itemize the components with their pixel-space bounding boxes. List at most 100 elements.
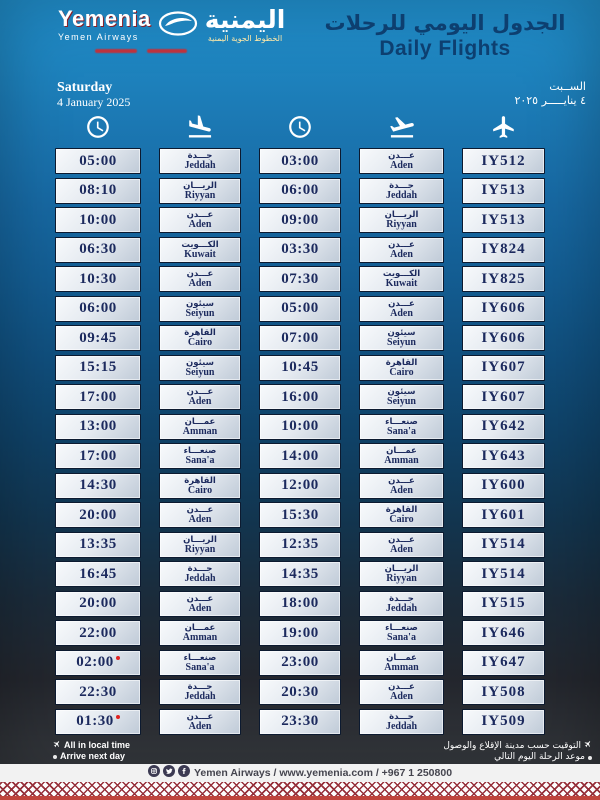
arrival-city-cell: جـــدة Jeddah xyxy=(159,148,241,174)
city-name-english: Sana'a xyxy=(387,425,416,437)
column-header-icons xyxy=(55,112,545,146)
arrival-time-cell: 10:00 xyxy=(55,207,141,233)
city-name-english: Kuwait xyxy=(385,278,418,289)
departure-city-cell: جـــدة Jeddah xyxy=(359,708,444,735)
flight-number-cell: IY512 xyxy=(462,148,545,174)
table-row: 14:30 القاهرة Cairo 12:00 عـــدن Aden IY600 xyxy=(55,472,545,499)
table-row: 10:00 عـــدن Aden 09:00 الريـــان Riyyan IY513 xyxy=(55,207,545,233)
city-name-arabic: عـــدن xyxy=(388,151,415,161)
departure-time-cell: 09:00 xyxy=(259,207,341,233)
arrival-time-cell: 20:00 xyxy=(55,590,141,617)
arrival-city-cell: عمـــان Amman xyxy=(159,620,241,646)
footnote-line: موعد الرحلة اليوم التالي xyxy=(443,752,592,763)
arrival-city-cell: صنعـــاء Sana'a xyxy=(159,443,241,469)
departure-time-column-header xyxy=(259,112,341,146)
city-name-arabic: عـــدن xyxy=(186,593,214,604)
flight-number-cell: IY646 xyxy=(462,620,545,646)
arrival-time-cell: 22:00 xyxy=(55,620,141,646)
departure-city-cell: سيئون Seiyun xyxy=(359,384,444,410)
logo-name-en: Yemenia xyxy=(58,6,151,31)
table-row: 22:00 عمـــان Amman 19:00 صنعـــاء Sana'a IY64… xyxy=(55,620,545,646)
arrival-time-cell: 02:00 xyxy=(55,649,141,676)
flight-number-cell: IY825 xyxy=(462,266,545,292)
departure-time-cell: 10:45 xyxy=(259,354,341,381)
city-name-arabic: عـــدن xyxy=(186,269,214,279)
departure-city-cell: القاهرة Cairo xyxy=(359,502,444,528)
departure-city-cell: عمـــان Amman xyxy=(359,443,444,469)
departure-time-cell: 12:00 xyxy=(259,472,341,499)
city-name-english: Cairo xyxy=(389,514,414,525)
arrival-time-cell: 06:30 xyxy=(55,236,141,263)
footnote-dot-marker xyxy=(53,754,57,759)
city-name-arabic: صنعـــاء xyxy=(183,652,217,663)
departure-time-cell: 15:30 xyxy=(259,502,341,528)
plane-landing-icon xyxy=(185,113,215,146)
arrival-city-cell: عـــدن Aden xyxy=(159,590,241,617)
arrival-time-column-header xyxy=(55,112,141,146)
flight-number-cell: IY601 xyxy=(462,502,545,528)
city-name-arabic: عـــدن xyxy=(186,505,214,515)
clock-icon xyxy=(85,114,111,145)
departure-city-cell: الكـــويت Kuwait xyxy=(359,266,444,292)
city-name-arabic: الريـــان xyxy=(183,180,217,191)
table-row: 08:10 الريـــان Riyyan 06:00 جـــدة Jeddah IY5… xyxy=(55,177,545,204)
arrival-city-cell: عـــدن Aden xyxy=(159,502,241,528)
city-name-arabic: القاهرة xyxy=(184,475,216,486)
table-row: 20:00 عـــدن Aden 15:30 القاهرة Cairo IY601 xyxy=(55,502,545,528)
flight-number-cell: IY508 xyxy=(462,679,545,705)
departure-time-cell: 10:00 xyxy=(259,413,341,440)
city-name-arabic: الريـــان xyxy=(384,210,419,220)
departure-city-cell: عـــدن Aden xyxy=(359,148,444,174)
departure-time-cell: 03:00 xyxy=(259,148,341,174)
city-name-arabic: عمـــان xyxy=(184,416,216,427)
logo-subtitle-ar: الخطوط الجوية اليمنية xyxy=(207,34,283,43)
flight-number-cell: IY647 xyxy=(462,649,545,676)
flight-number-cell: IY643 xyxy=(462,443,545,469)
city-name-english: Jeddah xyxy=(184,160,216,171)
page-title-english: Daily Flights xyxy=(379,37,511,60)
departure-city-cell: عـــدن Aden xyxy=(359,679,444,705)
social-icons xyxy=(147,764,190,782)
arrival-time-cell: 22:30 xyxy=(55,679,141,705)
city-name-english: Aden xyxy=(390,248,413,260)
footnote-text: موعد الرحلة اليوم التالي xyxy=(494,752,585,762)
table-row: 13:00 عمـــان Amman 10:00 صنعـــاء Sana'a IY64… xyxy=(55,413,545,440)
departure-time-cell: 23:00 xyxy=(259,649,341,676)
arrival-city-cell: سيئون Seiyun xyxy=(159,295,241,322)
footnote-line: التوقيت حسب مدينة الإقلاع والوصول xyxy=(443,740,592,752)
page-title: الجدول اليومي للرحلات Daily Flights xyxy=(300,10,590,62)
city-name-english: Jeddah xyxy=(184,691,216,702)
flight-number-cell: IY606 xyxy=(462,325,545,351)
city-name-english: Kuwait xyxy=(184,248,216,260)
city-name-english: Aden xyxy=(390,160,413,171)
arrival-time-cell: 08:10 xyxy=(55,177,141,204)
date-ar: ٤ ينايـــــر ٢٠٢٥ xyxy=(514,94,586,107)
city-name-english: Aden xyxy=(188,720,212,732)
city-name-arabic: عمـــان xyxy=(386,652,417,663)
city-name-english: Seiyun xyxy=(185,307,215,319)
table-row: 16:45 جـــدة Jeddah 14:35 الريـــان Riyyan IY5… xyxy=(55,561,545,587)
departure-city-cell: الريـــان Riyyan xyxy=(359,561,444,587)
next-day-marker xyxy=(115,714,120,719)
city-name-english: Jeddah xyxy=(385,720,418,732)
table-row: 17:00 صنعـــاء Sana'a 14:00 عمـــان Amman IY64… xyxy=(55,443,545,469)
city-name-arabic: القاهرة xyxy=(385,357,418,368)
arrival-city-cell: عـــدن Aden xyxy=(159,708,241,735)
date-arabic: الســبت ٤ ينايـــــر ٢٠٢٥ xyxy=(514,80,586,108)
city-name-arabic: عـــدن xyxy=(388,534,415,545)
city-name-arabic: جـــدة xyxy=(187,564,213,574)
red-decor-strip xyxy=(95,49,137,53)
departure-time-cell: 05:00 xyxy=(259,295,341,322)
city-name-english: Amman xyxy=(384,455,419,466)
city-name-arabic: صنعـــاء xyxy=(385,416,418,427)
departure-city-cell: عـــدن Aden xyxy=(359,295,444,322)
red-base-line xyxy=(0,796,600,800)
arrival-time-cell: 17:00 xyxy=(55,384,141,410)
departure-city-cell: صنعـــاء Sana'a xyxy=(359,620,444,646)
arrival-city-cell: جـــدة Jeddah xyxy=(159,561,241,587)
departure-time-cell: 23:30 xyxy=(259,708,341,735)
arrival-time-cell: 17:00 xyxy=(55,443,141,469)
city-name-english: Jeddah xyxy=(385,189,418,201)
table-row: 05:00 جـــدة Jeddah 03:00 عـــدن Aden IY512 xyxy=(55,148,545,174)
city-name-english: Riyyan xyxy=(184,543,216,555)
